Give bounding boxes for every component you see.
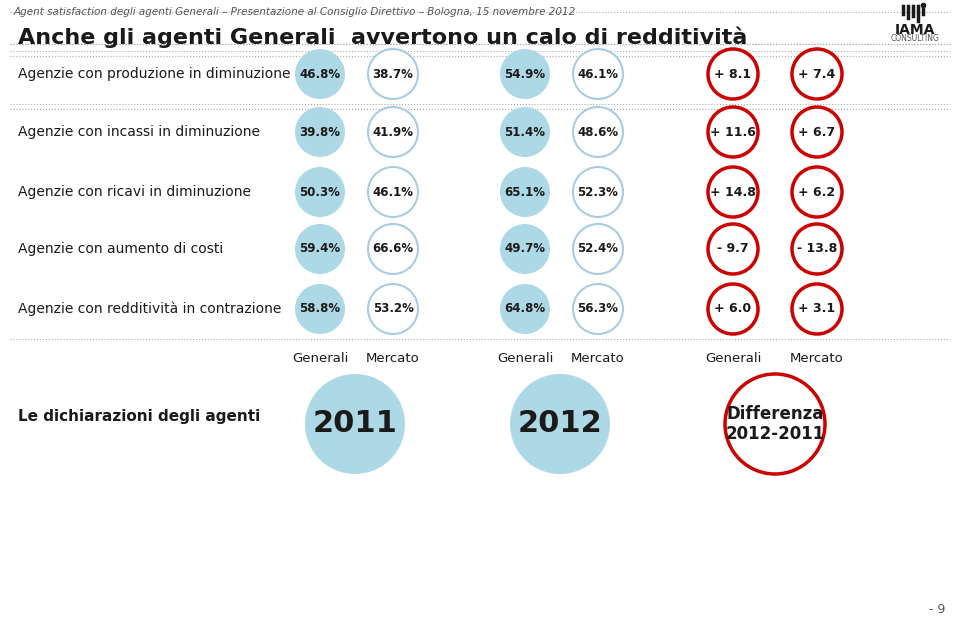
Text: + 6.0: + 6.0	[714, 303, 752, 316]
Circle shape	[368, 224, 418, 274]
Circle shape	[295, 167, 345, 217]
Text: Mercato: Mercato	[366, 352, 420, 365]
Circle shape	[510, 374, 610, 474]
Circle shape	[708, 107, 758, 157]
Text: Mercato: Mercato	[790, 352, 844, 365]
Text: Le dichiarazioni degli agenti: Le dichiarazioni degli agenti	[18, 409, 260, 424]
Text: Generali: Generali	[497, 352, 553, 365]
Circle shape	[573, 224, 623, 274]
Circle shape	[708, 167, 758, 217]
Text: 65.1%: 65.1%	[505, 185, 545, 198]
Text: 48.6%: 48.6%	[577, 125, 618, 139]
Text: 52.3%: 52.3%	[578, 185, 618, 198]
Text: Mercato: Mercato	[571, 352, 625, 365]
Text: IAMA: IAMA	[895, 23, 935, 37]
Text: - 9.7: - 9.7	[717, 243, 749, 255]
Text: + 8.1: + 8.1	[714, 67, 752, 80]
Text: + 11.6: + 11.6	[710, 125, 756, 139]
Circle shape	[573, 49, 623, 99]
Text: - 13.8: - 13.8	[797, 243, 837, 255]
Text: 56.3%: 56.3%	[578, 303, 618, 316]
Text: Agenzie con produzione in diminuzione: Agenzie con produzione in diminuzione	[18, 67, 291, 81]
Text: 66.6%: 66.6%	[372, 243, 414, 255]
Text: 46.1%: 46.1%	[372, 185, 414, 198]
Text: + 7.4: + 7.4	[799, 67, 835, 80]
Text: 2012: 2012	[517, 409, 602, 439]
Circle shape	[295, 224, 345, 274]
Circle shape	[500, 167, 550, 217]
Text: 58.8%: 58.8%	[300, 303, 341, 316]
Circle shape	[305, 374, 405, 474]
Circle shape	[500, 49, 550, 99]
Text: Agent satisfaction degli agenti Generali – Presentazione al Consiglio Direttivo : Agent satisfaction degli agenti Generali…	[14, 7, 576, 17]
Text: 52.4%: 52.4%	[578, 243, 618, 255]
Text: 2012-2011: 2012-2011	[726, 425, 825, 443]
Text: 59.4%: 59.4%	[300, 243, 341, 255]
Circle shape	[792, 167, 842, 217]
Circle shape	[708, 284, 758, 334]
Circle shape	[573, 107, 623, 157]
Circle shape	[708, 49, 758, 99]
Text: + 14.8: + 14.8	[710, 185, 756, 198]
Circle shape	[368, 107, 418, 157]
Text: + 6.2: + 6.2	[799, 185, 835, 198]
Text: - 9: - 9	[928, 603, 945, 616]
Text: Agenzie con redditività in contrazione: Agenzie con redditività in contrazione	[18, 302, 281, 316]
Text: 2011: 2011	[313, 409, 397, 439]
Circle shape	[708, 224, 758, 274]
Circle shape	[295, 49, 345, 99]
Text: Agenzie con aumento di costi: Agenzie con aumento di costi	[18, 242, 224, 256]
Circle shape	[792, 107, 842, 157]
Text: 53.2%: 53.2%	[372, 303, 414, 316]
Text: 46.8%: 46.8%	[300, 67, 341, 80]
Text: Differenza: Differenza	[727, 405, 824, 423]
Text: Generali: Generali	[292, 352, 348, 365]
Text: 46.1%: 46.1%	[578, 67, 618, 80]
Circle shape	[368, 167, 418, 217]
Text: + 3.1: + 3.1	[799, 303, 835, 316]
Circle shape	[792, 284, 842, 334]
Circle shape	[295, 284, 345, 334]
Text: 39.8%: 39.8%	[300, 125, 341, 139]
Circle shape	[792, 49, 842, 99]
Text: 51.4%: 51.4%	[505, 125, 545, 139]
Text: Generali: Generali	[705, 352, 761, 365]
Circle shape	[500, 284, 550, 334]
Text: 64.8%: 64.8%	[504, 303, 545, 316]
Text: Anche gli agenti Generali  avvertono un calo di redditività: Anche gli agenti Generali avvertono un c…	[18, 26, 748, 47]
Text: Agenzie con ricavi in diminuzione: Agenzie con ricavi in diminuzione	[18, 185, 251, 199]
Circle shape	[573, 167, 623, 217]
Text: + 6.7: + 6.7	[799, 125, 835, 139]
Text: 49.7%: 49.7%	[505, 243, 545, 255]
Circle shape	[368, 49, 418, 99]
Text: CONSULTING: CONSULTING	[891, 34, 940, 43]
Circle shape	[368, 284, 418, 334]
Text: 54.9%: 54.9%	[504, 67, 545, 80]
Text: 38.7%: 38.7%	[372, 67, 414, 80]
Circle shape	[725, 374, 825, 474]
Text: Agenzie con incassi in diminuzione: Agenzie con incassi in diminuzione	[18, 125, 260, 139]
Circle shape	[573, 284, 623, 334]
Circle shape	[792, 224, 842, 274]
Text: 41.9%: 41.9%	[372, 125, 414, 139]
Circle shape	[500, 224, 550, 274]
Circle shape	[295, 107, 345, 157]
Text: 50.3%: 50.3%	[300, 185, 341, 198]
Circle shape	[500, 107, 550, 157]
